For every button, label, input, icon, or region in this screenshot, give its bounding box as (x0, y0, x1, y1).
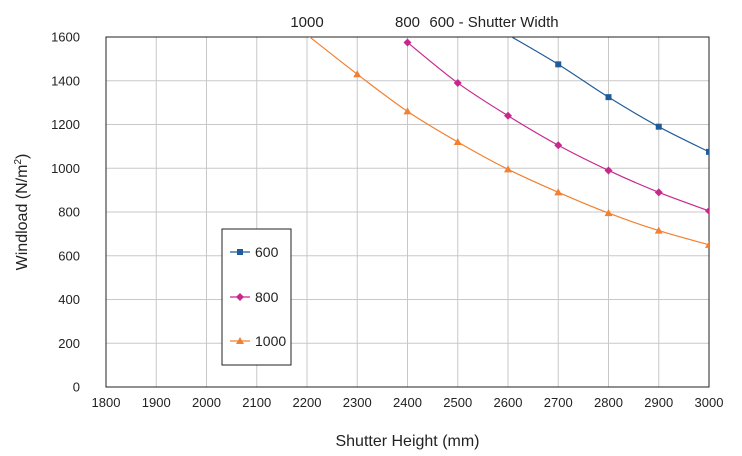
legend-marker (237, 249, 243, 255)
data-point-800 (453, 78, 462, 87)
legend-label: 1000 (255, 333, 286, 349)
y-axis-title: Windload (N/m2) (13, 154, 31, 271)
y-tick-label: 600 (58, 248, 80, 263)
x-tick-label: 2200 (293, 395, 322, 410)
data-point-1000 (504, 165, 512, 173)
x-tick-label: 2100 (242, 395, 271, 410)
y-tick-label: 1400 (51, 73, 80, 88)
x-tick-label: 3000 (695, 395, 724, 410)
y-tick-label: 1600 (51, 30, 80, 45)
legend-label: 600 (255, 244, 279, 260)
data-point-800 (403, 38, 412, 47)
grid (105, 36, 710, 388)
series-800 (403, 38, 709, 215)
data-point-800 (554, 141, 563, 150)
data-point-1000 (654, 226, 663, 234)
data-point-1000 (453, 138, 462, 145)
top-width-labels: 1000 800 600 - Shutter Width (290, 14, 558, 31)
y-axis-title-superscript: 2 (13, 159, 24, 165)
y-axis-title-close: ) (14, 154, 31, 159)
legend-item-800: 800 (230, 289, 279, 305)
x-tick-label: 1800 (92, 395, 121, 410)
legend-marker (236, 293, 244, 301)
y-tick-label: 1000 (51, 161, 80, 176)
x-tick-label: 2400 (393, 395, 422, 410)
x-tick-label: 2700 (544, 395, 573, 410)
x-tick-label: 2500 (443, 395, 472, 410)
x-tick-label: 2000 (192, 395, 221, 410)
data-point-600 (706, 148, 709, 155)
x-tick-label: 1900 (142, 395, 171, 410)
data-point-800 (705, 206, 709, 215)
legend-label: 800 (255, 289, 279, 305)
y-axis-ticks: 0 200 400 600 800 1000 1200 1400 1600 (51, 30, 80, 395)
y-tick-label: 1200 (51, 117, 80, 132)
data-point-800 (504, 111, 512, 120)
legend-item-1000: 1000 (230, 333, 286, 349)
x-axis-title: Shutter Height (mm) (335, 433, 479, 450)
data-point-1000 (604, 209, 613, 217)
series-600 (510, 37, 709, 155)
legend: 600 800 1000 (221, 228, 292, 366)
data-point-600 (655, 123, 662, 130)
series-group (308, 37, 709, 248)
x-tick-label: 2600 (494, 395, 523, 410)
legend-marker (236, 337, 244, 344)
y-tick-label: 800 (58, 205, 80, 220)
data-point-1000 (554, 188, 563, 196)
data-point-1000 (705, 240, 709, 248)
y-tick-label: 0 (73, 380, 80, 395)
top-width-label: 1000 (290, 14, 323, 31)
x-axis-ticks: 1800 1900 2000 2100 2200 2300 2400 2500 2600 2700… (92, 395, 724, 410)
top-width-label: 600 - Shutter Width (429, 14, 558, 31)
data-point-600 (555, 61, 562, 68)
data-point-600 (605, 94, 612, 101)
data-point-1000 (353, 70, 362, 78)
x-tick-label: 2800 (594, 395, 623, 410)
legend-item-600: 600 (230, 244, 279, 260)
data-point-800 (654, 188, 663, 197)
data-point-1000 (403, 107, 412, 115)
y-tick-label: 200 (58, 336, 80, 351)
x-tick-label: 2300 (343, 395, 372, 410)
top-width-label: 800 (395, 14, 420, 31)
data-point-800 (604, 166, 613, 175)
x-tick-label: 2900 (644, 395, 673, 410)
y-tick-label: 400 (58, 292, 80, 307)
series-1000 (308, 37, 709, 248)
